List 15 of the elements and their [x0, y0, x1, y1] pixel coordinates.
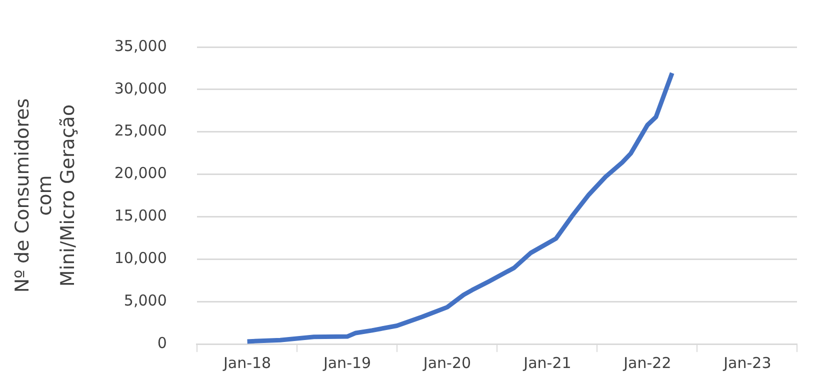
y-tick-label: 25,000 [114, 122, 167, 140]
x-tick-label: Jan-18 [222, 354, 272, 372]
y-tick-label: 5,000 [124, 291, 167, 310]
y-tick-label: 15,000 [114, 206, 167, 225]
y-tick-label: 35,000 [114, 36, 167, 55]
x-tick-label: Jan-19 [322, 354, 372, 372]
x-tick-label: Jan-22 [622, 354, 672, 372]
y-tick-label: 10,000 [114, 249, 167, 268]
y-tick-label: 0 [157, 334, 167, 352]
y-tick-label: 30,000 [114, 79, 167, 98]
x-tick-label: Jan-20 [422, 354, 472, 372]
x-tick-label: Jan-23 [722, 354, 772, 372]
y-tick-label: 20,000 [114, 164, 167, 182]
x-tick-label: Jan-21 [522, 354, 572, 372]
y-axis-title: Nº de Consumidores com Mini/Micro Geração [11, 98, 79, 293]
